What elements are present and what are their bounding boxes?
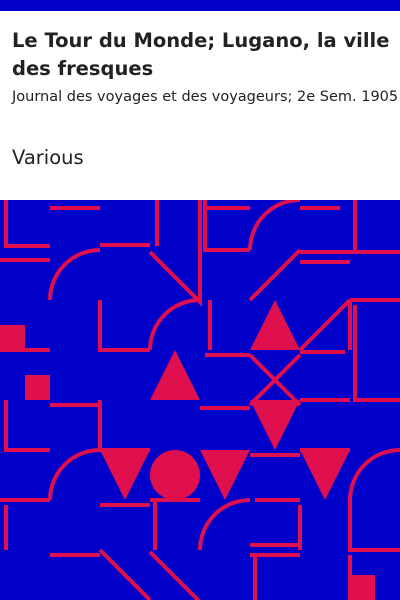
book-author: Various	[12, 146, 84, 169]
cover-pattern-art	[0, 200, 400, 600]
book-subtitle: Journal des voyages et des voyageurs; 2e…	[12, 89, 399, 105]
book-title: Le Tour du Monde; Lugano, la ville des f…	[12, 29, 390, 80]
cover-top-bar	[0, 0, 400, 11]
